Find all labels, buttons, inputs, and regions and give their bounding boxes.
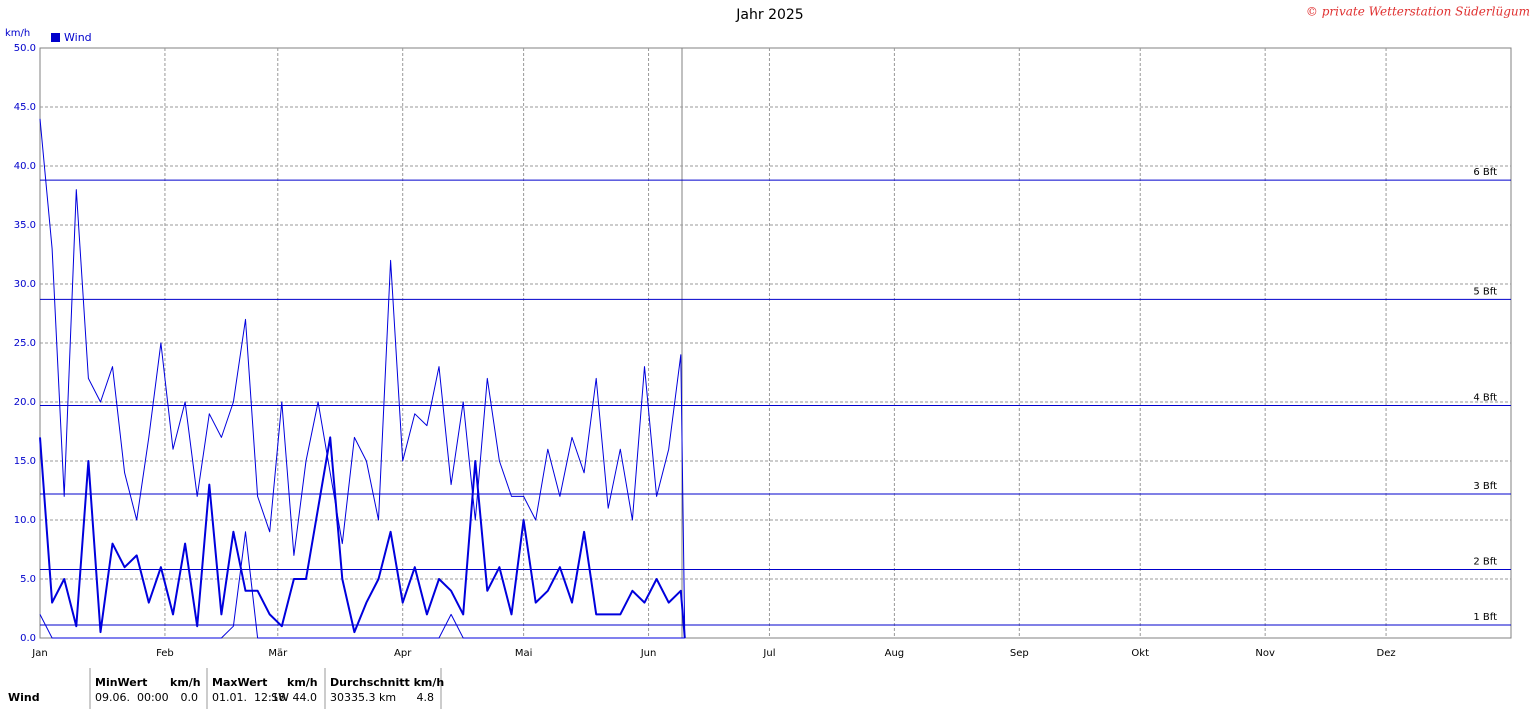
stats-time: 01.01. 12:18 — [212, 691, 286, 704]
stats-value: 0.0 — [181, 691, 199, 704]
x-tick-label: Okt — [1131, 648, 1149, 659]
wind-line — [39, 531, 685, 639]
x-tick-label: Nov — [1255, 648, 1275, 659]
x-tick-label: Dez — [1377, 648, 1396, 659]
stats-header: Durchschnitt km/h — [330, 676, 444, 689]
x-tick-label: Sep — [1010, 648, 1029, 659]
stats-value: 4.8 — [417, 691, 435, 704]
x-tick-label: Jul — [762, 648, 775, 659]
legend-label: Wind — [64, 31, 92, 44]
x-tick-label: Jun — [640, 648, 657, 659]
reference-label: 6 Bft — [1473, 167, 1497, 178]
reference-label: 3 Bft — [1473, 481, 1497, 492]
x-tick-label: Feb — [156, 648, 174, 659]
y-tick-label: 15.0 — [14, 456, 36, 467]
x-tick-label: Jan — [31, 648, 47, 659]
y-tick-label: 10.0 — [14, 515, 36, 526]
stats-header: MinWert — [95, 676, 147, 689]
y-tick-label: 0.0 — [20, 633, 36, 644]
credit: © private Wetterstation Süderlügum — [1306, 5, 1530, 19]
x-tick-label: Apr — [394, 648, 412, 659]
stats-header: MaxWert — [212, 676, 267, 689]
stats-unit: km/h — [287, 676, 318, 689]
reference-label: 1 Bft — [1473, 612, 1497, 623]
reference-label: 2 Bft — [1473, 557, 1497, 568]
y-tick-label: 40.0 — [14, 161, 36, 172]
y-tick-label: 5.0 — [20, 574, 36, 585]
reference-label: 4 Bft — [1473, 393, 1497, 404]
reference-label: 5 Bft — [1473, 286, 1497, 297]
stats-unit: km/h — [170, 676, 201, 689]
x-tick-label: Mai — [515, 648, 533, 659]
y-tick-label: 50.0 — [14, 43, 36, 54]
y-tick-label: 45.0 — [14, 102, 36, 113]
stats-distance: 30335.3 km — [330, 691, 396, 704]
x-tick-label: Mär — [268, 648, 288, 659]
y-tick-label: 20.0 — [14, 397, 36, 408]
stats-time: 09.06. 00:00 — [95, 691, 169, 704]
stats-table: Wind MinWert km/h 09.06. 00:00 0.0 MaxWe… — [8, 668, 444, 709]
chart-title: Jahr 2025 — [735, 7, 803, 23]
stats-value: SW 44.0 — [271, 691, 317, 704]
y-tick-label: 30.0 — [14, 279, 36, 290]
wind-line — [39, 118, 686, 639]
wind-line — [39, 436, 686, 639]
x-tick-label: Aug — [885, 648, 905, 659]
y-axis-label: km/h — [5, 28, 30, 39]
legend-swatch — [51, 33, 60, 42]
stats-row-label: Wind — [8, 691, 40, 704]
y-tick-label: 25.0 — [14, 338, 36, 349]
y-tick-label: 35.0 — [14, 220, 36, 231]
